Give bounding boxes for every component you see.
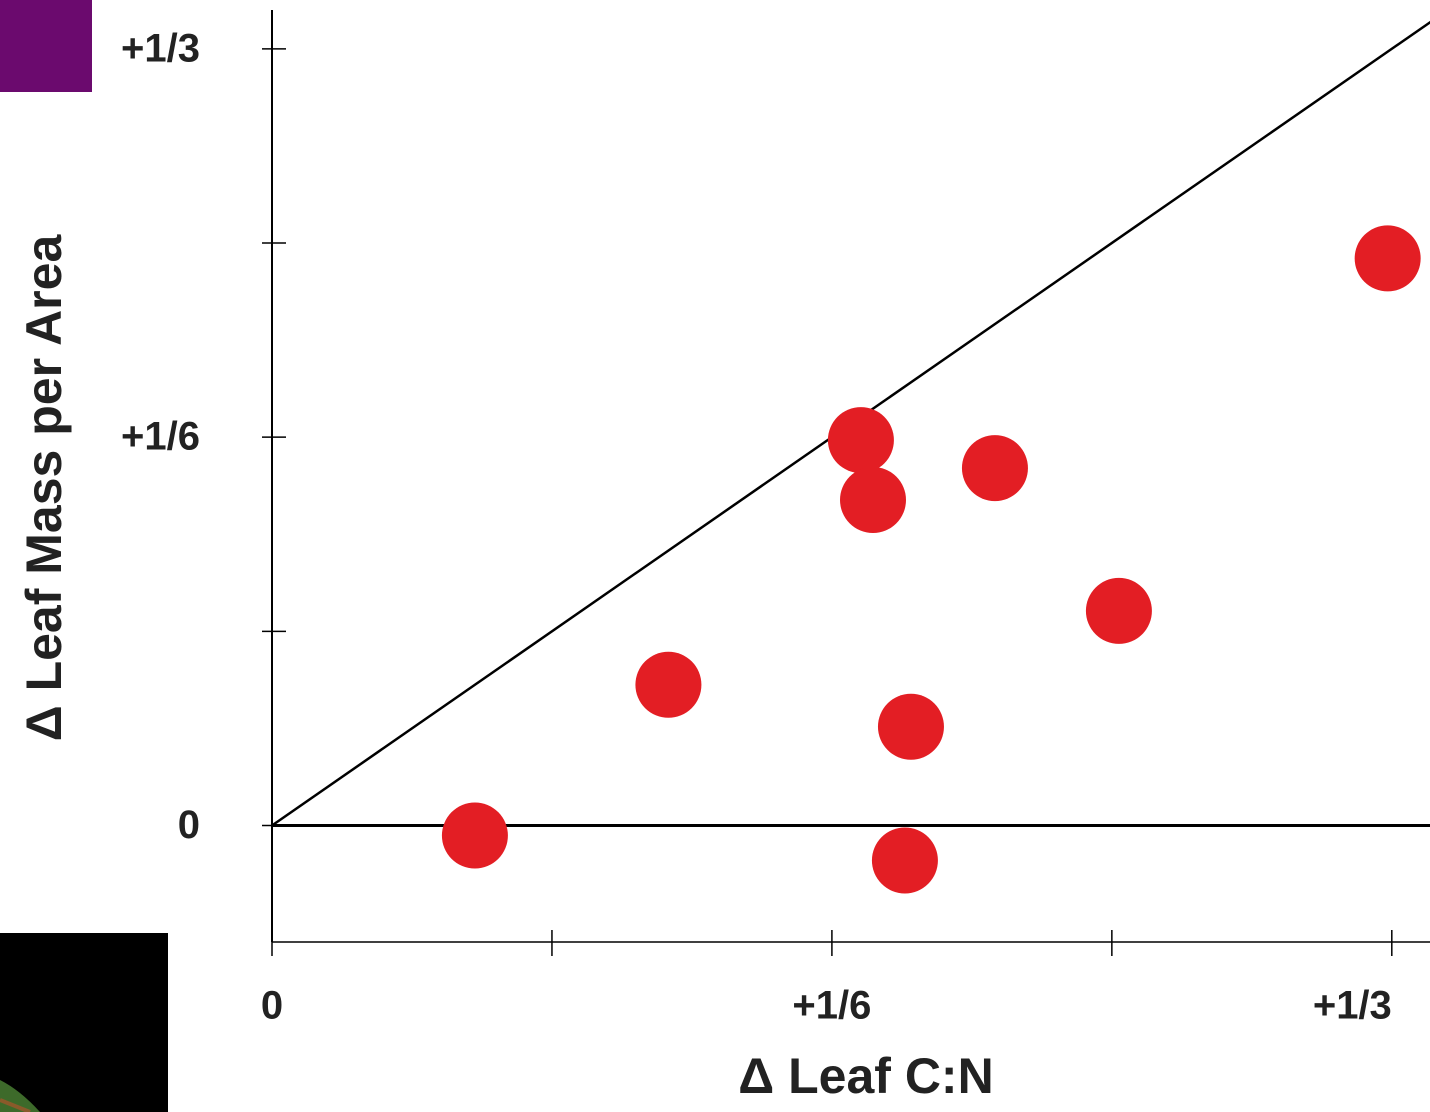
x-tick-label: 0 xyxy=(261,984,283,1028)
y-tick-label: +1/3 xyxy=(121,26,200,70)
point xyxy=(871,827,938,894)
point xyxy=(635,651,702,718)
y-tick-label: 0 xyxy=(178,803,200,847)
point xyxy=(1354,225,1421,292)
point xyxy=(827,407,894,474)
x-tick-label: +1/6 xyxy=(792,984,871,1028)
decor-photo xyxy=(0,933,168,1112)
point xyxy=(441,802,508,869)
point xyxy=(1085,577,1152,644)
point xyxy=(840,466,907,533)
point xyxy=(961,435,1028,502)
point xyxy=(877,693,944,760)
x-axis-title: Δ Leaf C:N xyxy=(738,1048,993,1104)
decor-square xyxy=(0,0,92,92)
y-tick-label: +1/6 xyxy=(121,415,200,459)
x-tick-label: +1/3 xyxy=(1313,984,1392,1028)
y-axis-title: Δ Leaf Mass per Area xyxy=(16,234,72,742)
